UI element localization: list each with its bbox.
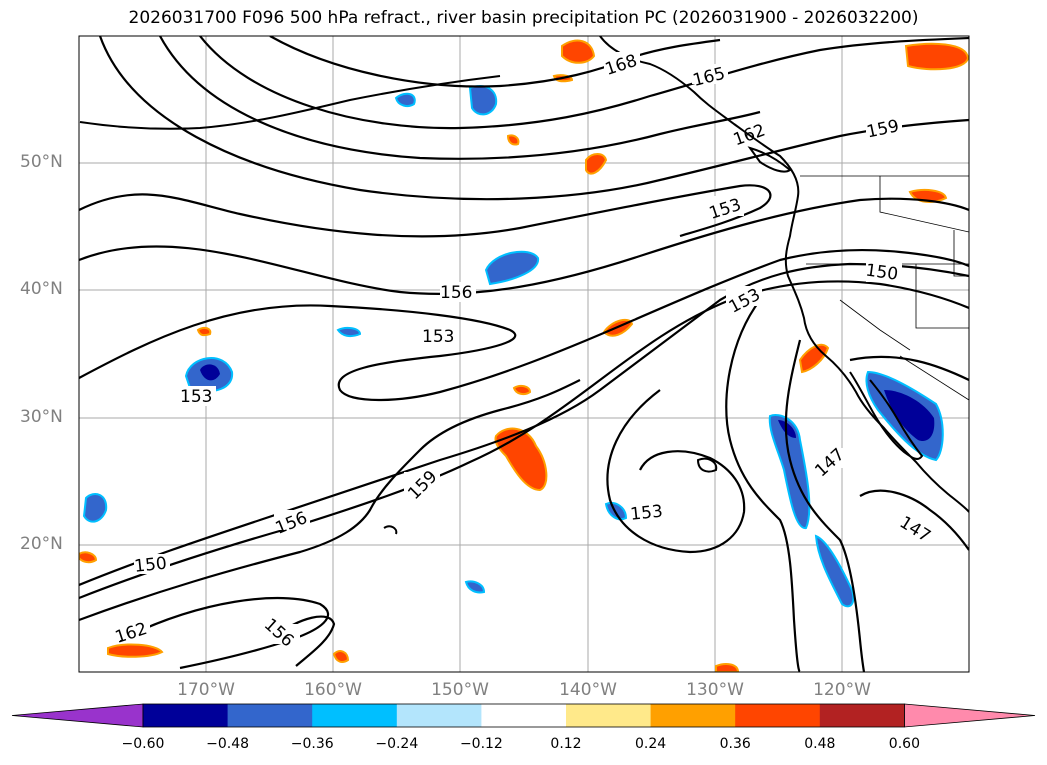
coastlines bbox=[79, 36, 969, 535]
pos-blob-tiny1 bbox=[196, 326, 212, 337]
lon-label-130w: 130°W bbox=[686, 680, 744, 700]
contour-153a bbox=[79, 184, 772, 238]
colorbar-segment bbox=[566, 704, 652, 727]
pos-blob-gulf1 bbox=[561, 39, 596, 64]
lat-label-30n: 30°N bbox=[20, 407, 63, 427]
contour-label-153-west: 153 bbox=[180, 387, 212, 407]
colorbar-tick-label: −0.60 bbox=[121, 736, 165, 752]
precip-negative bbox=[82, 85, 944, 608]
colorbar-tick-label: 0.12 bbox=[550, 736, 582, 752]
colorbar-tick-label: −0.12 bbox=[459, 736, 503, 752]
map-frame bbox=[78, 35, 970, 673]
colorbar-segment bbox=[650, 704, 736, 727]
refractivity-contours bbox=[79, 36, 969, 672]
colorbar bbox=[11, 703, 1036, 728]
colorbar-segment bbox=[143, 704, 229, 727]
neg-band-south bbox=[814, 534, 855, 608]
alaska-coast bbox=[599, 36, 969, 513]
colorbar-tick-label: 0.60 bbox=[888, 736, 920, 752]
pos-blob-mid1 bbox=[585, 153, 608, 175]
neg-core-west bbox=[200, 364, 220, 381]
colorbar-tick-label: 0.48 bbox=[804, 736, 836, 752]
contour-147d bbox=[859, 489, 969, 551]
neg-blob-gulf-alaska bbox=[468, 85, 498, 116]
lon-label-160w: 160°W bbox=[304, 680, 362, 700]
vancouver-island bbox=[747, 146, 792, 173]
colorbar-extend-high bbox=[904, 703, 1036, 728]
pos-blob-sw bbox=[107, 643, 164, 658]
contour-label-153-central: 153 bbox=[422, 327, 454, 347]
colorbar-tick-label: 0.36 bbox=[719, 736, 751, 752]
contour-label-150-west: 150 bbox=[133, 554, 167, 577]
contour-168 bbox=[269, 36, 721, 88]
lat-label-20n: 20°N bbox=[20, 534, 63, 554]
colorbar-segment bbox=[227, 704, 313, 727]
lon-label-140w: 140°W bbox=[559, 680, 617, 700]
map-title: 2026031700 F096 500 hPa refract., river … bbox=[128, 8, 919, 28]
lon-label-150w: 150°W bbox=[431, 680, 489, 700]
pos-blob-tiny2 bbox=[506, 134, 520, 146]
colorbar-segment bbox=[735, 704, 821, 727]
baja-peninsula bbox=[849, 371, 924, 460]
pos-blob-south bbox=[332, 650, 350, 663]
pos-blob-ne bbox=[904, 42, 969, 71]
contour-153c bbox=[79, 280, 969, 600]
contour-147c bbox=[849, 355, 969, 381]
pos-blob-small-central bbox=[512, 384, 532, 396]
colorbar-tick-label: −0.36 bbox=[290, 736, 334, 752]
contour-147a bbox=[725, 299, 802, 672]
pos-blob-west-edge bbox=[79, 551, 98, 564]
weather-map: 168 165 162 159 153 156 153 150 153 153 … bbox=[78, 35, 970, 673]
lat-label-50n: 50°N bbox=[20, 152, 63, 172]
contour-label-153-south: 153 bbox=[629, 502, 663, 525]
neg-blob-small1 bbox=[336, 326, 362, 338]
neg-core-baja bbox=[884, 390, 935, 442]
colorbar-tick-label: −0.48 bbox=[206, 736, 250, 752]
contour-south bbox=[119, 596, 329, 670]
neg-blob-north bbox=[394, 92, 416, 107]
lat-label-40n: 40°N bbox=[20, 279, 63, 299]
contour-156 bbox=[79, 197, 969, 295]
neg-band-offshore bbox=[768, 414, 811, 529]
colorbar-extend-low bbox=[11, 703, 144, 728]
lon-label-120w: 120°W bbox=[813, 680, 871, 700]
hawaii-1 bbox=[383, 525, 398, 535]
contour-150 bbox=[79, 262, 969, 587]
aleutian-chain bbox=[79, 75, 501, 130]
colorbar-segment bbox=[312, 704, 398, 727]
neg-blob-small3 bbox=[464, 580, 486, 594]
pos-blob-bottom bbox=[715, 663, 740, 672]
contour-label-156-central: 156 bbox=[440, 283, 472, 303]
colorbar-segment bbox=[396, 704, 482, 727]
colorbar-segment bbox=[481, 704, 567, 727]
colorbar-border bbox=[142, 703, 905, 728]
colorbar-tick-label: 0.24 bbox=[635, 736, 667, 752]
colorbar-segment bbox=[819, 704, 905, 727]
contour-153d bbox=[606, 389, 746, 554]
contour-165 bbox=[199, 36, 969, 130]
contour-162 bbox=[159, 36, 761, 160]
contour-153b bbox=[79, 248, 969, 402]
hawaii-2 bbox=[696, 457, 718, 473]
contour-159b bbox=[79, 379, 581, 622]
neg-blob-mid bbox=[484, 250, 540, 286]
neg-blob-far-west bbox=[82, 493, 108, 523]
contour-147b bbox=[784, 339, 866, 672]
colorbar-tick-label: −0.24 bbox=[375, 736, 419, 752]
contour-159a bbox=[98, 36, 969, 201]
contour-label-150-ne: 150 bbox=[864, 261, 899, 285]
lon-label-170w: 170°W bbox=[177, 680, 235, 700]
